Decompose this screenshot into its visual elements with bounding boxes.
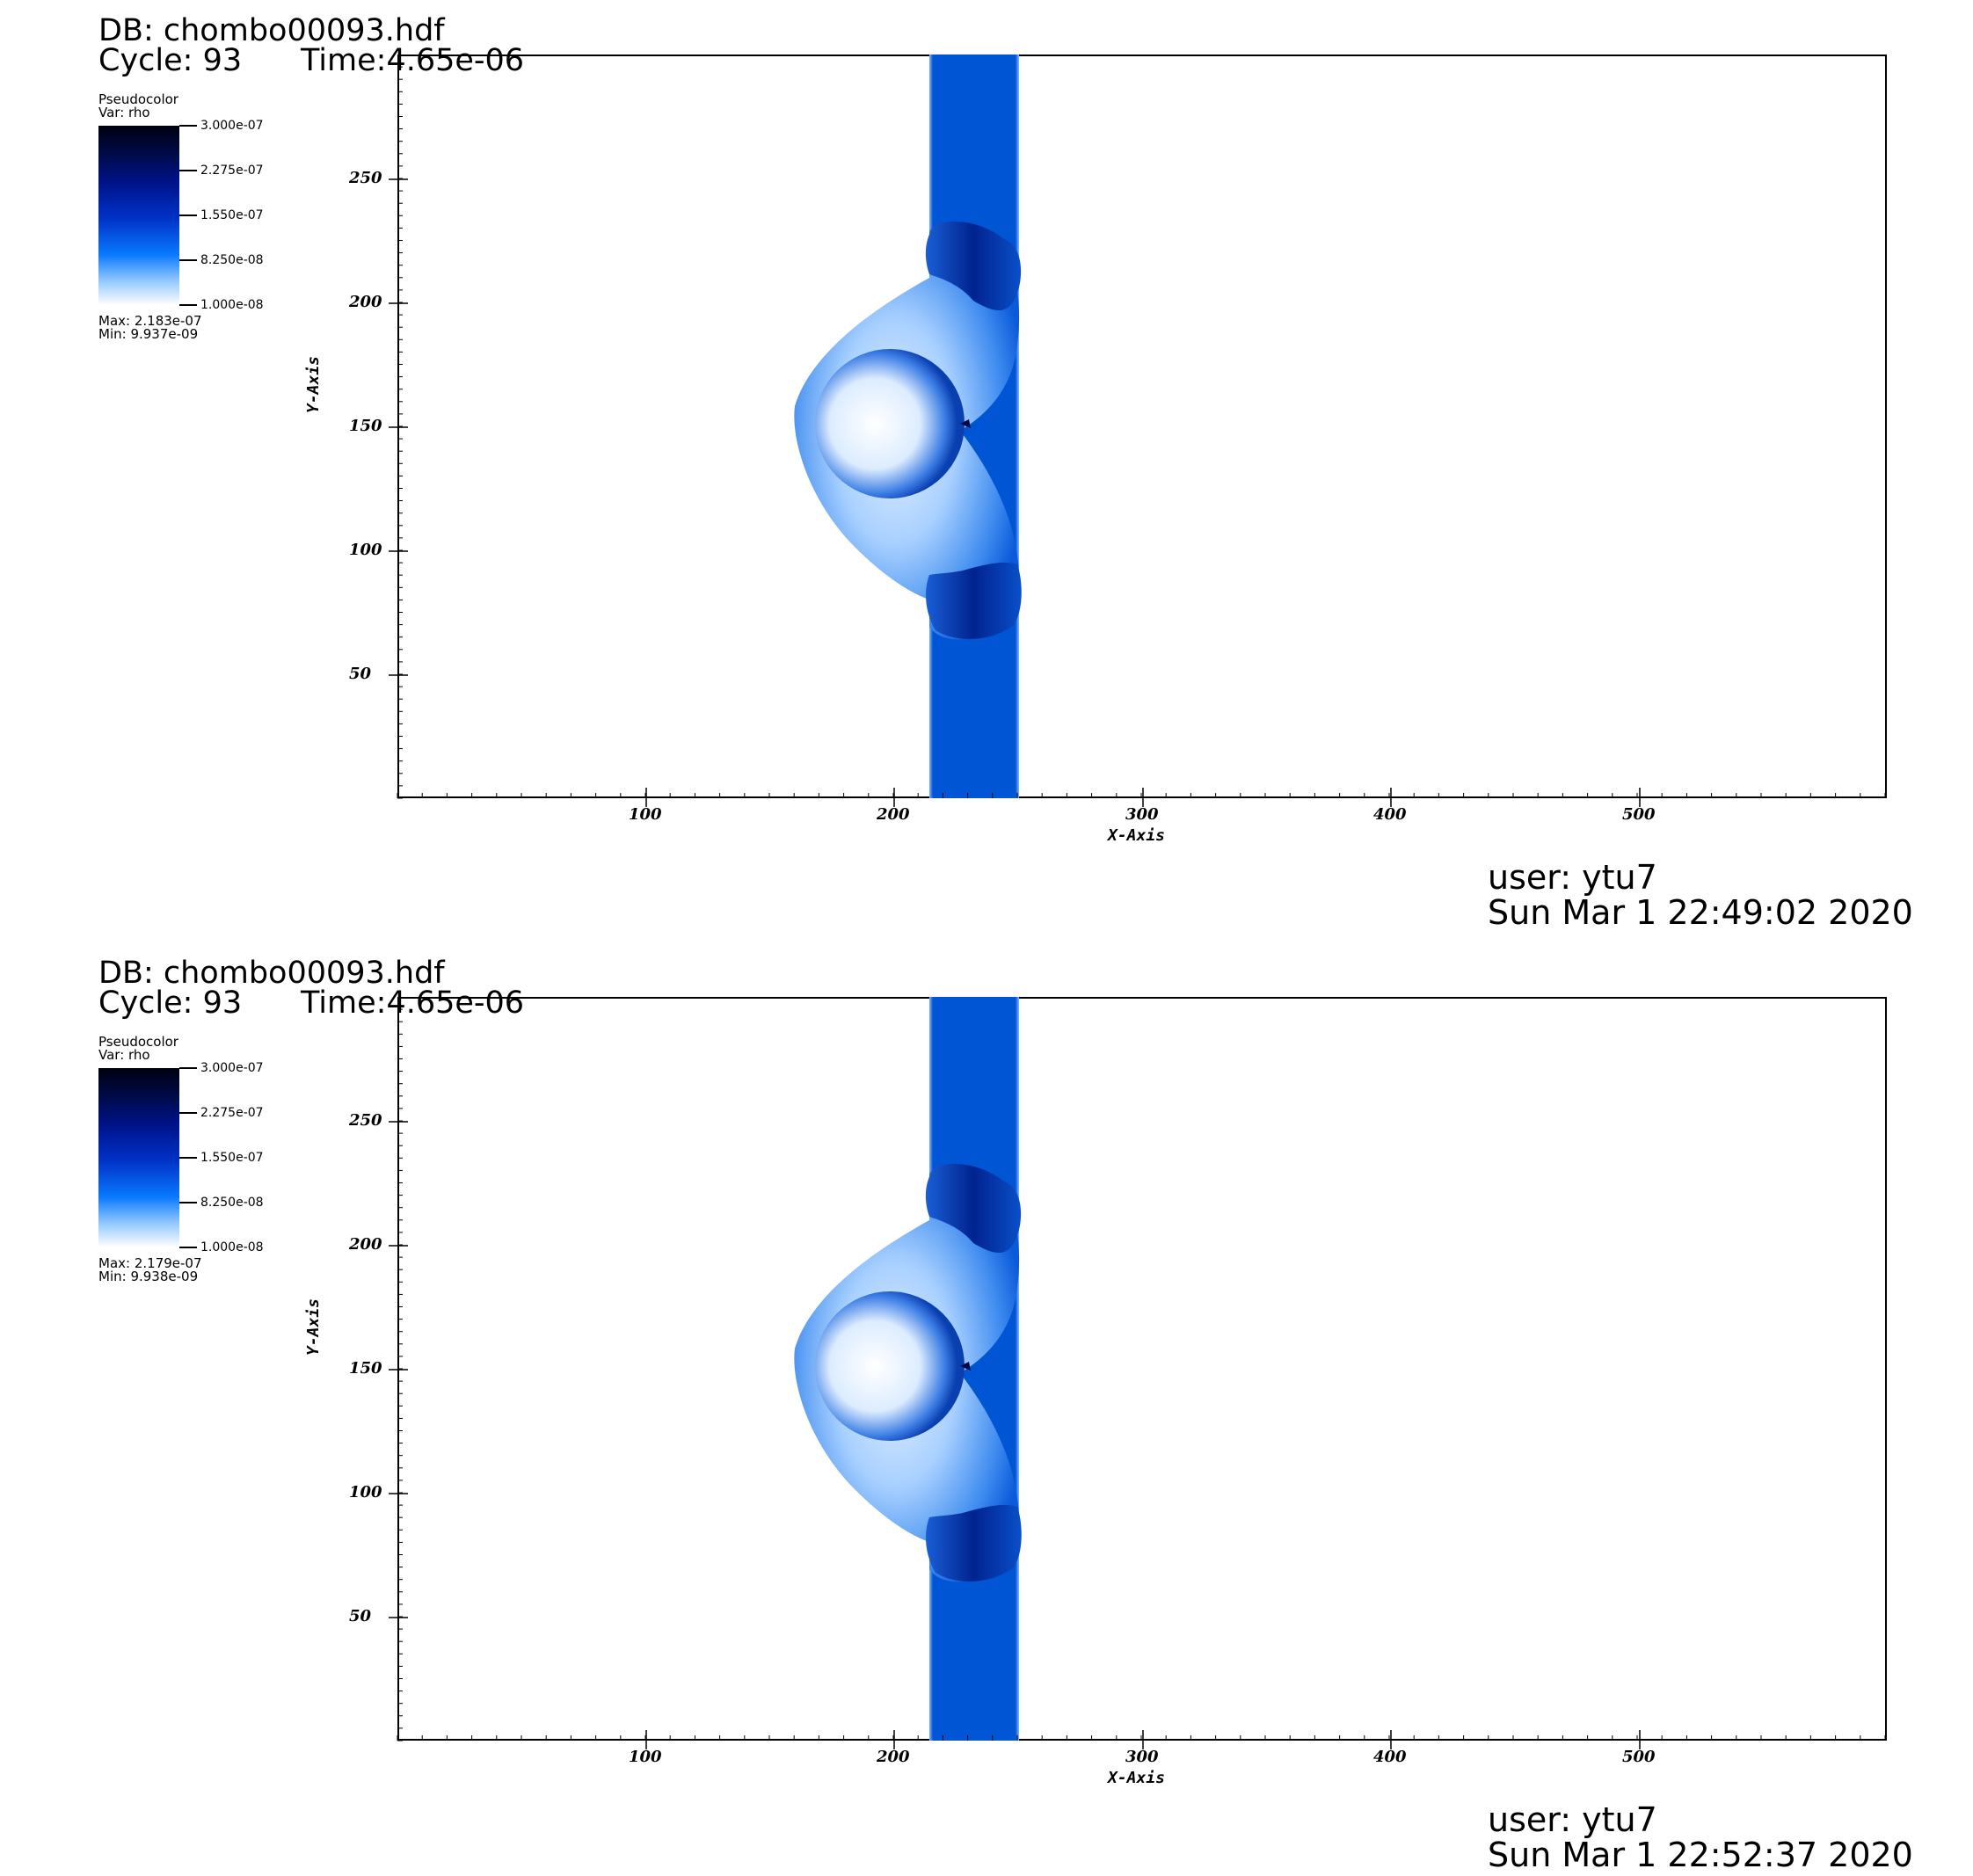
legend-max: Max: 2.183e-07 xyxy=(98,313,202,329)
legend-title: Pseudocolor xyxy=(98,91,178,107)
legend-min: Min: 9.937e-09 xyxy=(98,326,199,342)
visit-window-2: DB: chombo00093.hdf Cycle: 93 Time:4.65e… xyxy=(0,942,1973,1876)
legend-min: Min: 9.938e-09 xyxy=(98,1269,199,1284)
x-tick-label: 300 xyxy=(1125,805,1159,824)
colorbar-tick xyxy=(179,215,197,216)
lower-lobe xyxy=(925,562,1022,639)
colorbar-tick xyxy=(179,1247,197,1248)
colorbar-tick xyxy=(179,259,197,261)
y-tick-label: 100 xyxy=(349,541,382,559)
x-tick-label: 200 xyxy=(877,805,910,824)
visit-window-1: DB: chombo00093.hdf Cycle: 93 Time:4.65e… xyxy=(0,0,1973,934)
date-label: Sun Mar 1 22:49:02 2020 xyxy=(1488,893,1913,932)
colorbar-tick xyxy=(179,1067,197,1069)
legend-variable: Var: rho xyxy=(98,105,150,120)
x-tick-label: 400 xyxy=(1373,805,1407,824)
legend-variable: Var: rho xyxy=(98,1047,150,1063)
colorbar-tick xyxy=(179,1202,197,1203)
x-tick-label: 100 xyxy=(629,805,662,824)
x-tick-label: 300 xyxy=(1125,1748,1159,1766)
user-label: user: ytu7 xyxy=(1488,1800,1657,1839)
y-tick-label: 150 xyxy=(349,417,382,435)
database-label: DB: chombo00093.hdf xyxy=(98,13,445,48)
colorbar xyxy=(98,1068,179,1247)
colorbar-tick xyxy=(179,304,197,306)
time-label: Time:4.65e-06 xyxy=(301,985,525,1021)
bubble-core xyxy=(815,349,965,498)
colorbar-label: 1.550e-07 xyxy=(200,1151,264,1165)
colorbar-tick xyxy=(179,1157,197,1159)
y-axis-title: Y-Axis xyxy=(304,355,323,413)
colorbar-label: 8.250e-08 xyxy=(200,253,264,267)
y-tick-label: 100 xyxy=(349,1483,382,1502)
upper-lobe xyxy=(925,222,1022,311)
cusp xyxy=(960,1362,971,1371)
lower-lobe xyxy=(925,1504,1022,1582)
colorbar-label: 1.000e-08 xyxy=(200,298,264,312)
bubble-core xyxy=(815,1291,965,1441)
colorbar-label: 1.550e-07 xyxy=(200,208,264,222)
y-tick-label: 50 xyxy=(349,665,372,683)
cusp xyxy=(960,419,971,428)
legend-title: Pseudocolor xyxy=(98,1034,178,1050)
colorbar-label: 3.000e-07 xyxy=(200,119,264,133)
pseudocolor-field xyxy=(794,997,1022,1741)
database-label: DB: chombo00093.hdf xyxy=(98,956,445,991)
cycle-label: Cycle: 93 xyxy=(98,43,243,78)
colorbar-label: 3.000e-07 xyxy=(200,1061,264,1075)
upper-lobe xyxy=(925,1164,1022,1254)
legend-max: Max: 2.179e-07 xyxy=(98,1255,202,1271)
x-tick-label: 400 xyxy=(1373,1748,1407,1766)
colorbar-label: 2.275e-07 xyxy=(200,164,264,178)
colorbar-tick xyxy=(179,1112,197,1114)
y-tick-label: 50 xyxy=(349,1607,372,1625)
x-tick-label: 500 xyxy=(1622,805,1656,824)
x-tick-label: 500 xyxy=(1622,1748,1656,1766)
plot-area xyxy=(397,55,1887,798)
x-axis-title: X-Axis xyxy=(1108,826,1166,845)
colorbar-label: 1.000e-08 xyxy=(200,1240,264,1254)
y-axis-title: Y-Axis xyxy=(304,1298,323,1356)
y-tick-label: 150 xyxy=(349,1359,382,1378)
user-label: user: ytu7 xyxy=(1488,858,1657,897)
colorbar-label: 2.275e-07 xyxy=(200,1106,264,1120)
colorbar-tick xyxy=(179,170,197,171)
y-tick-label: 200 xyxy=(349,1235,382,1254)
colorbar xyxy=(98,126,179,305)
y-tick-label: 250 xyxy=(349,1111,382,1130)
colorbar-tick xyxy=(179,125,197,127)
time-label: Time:4.65e-06 xyxy=(301,43,525,78)
x-tick-label: 100 xyxy=(629,1748,662,1766)
colorbar-label: 8.250e-08 xyxy=(200,1196,264,1210)
date-label: Sun Mar 1 22:52:37 2020 xyxy=(1488,1836,1913,1874)
pseudocolor-field xyxy=(794,55,1022,798)
y-tick-label: 250 xyxy=(349,169,382,187)
x-axis-title: X-Axis xyxy=(1108,1769,1166,1787)
cycle-label: Cycle: 93 xyxy=(98,985,243,1021)
y-tick-label: 200 xyxy=(349,293,382,311)
x-tick-label: 200 xyxy=(877,1748,910,1766)
plot-area xyxy=(397,997,1887,1741)
